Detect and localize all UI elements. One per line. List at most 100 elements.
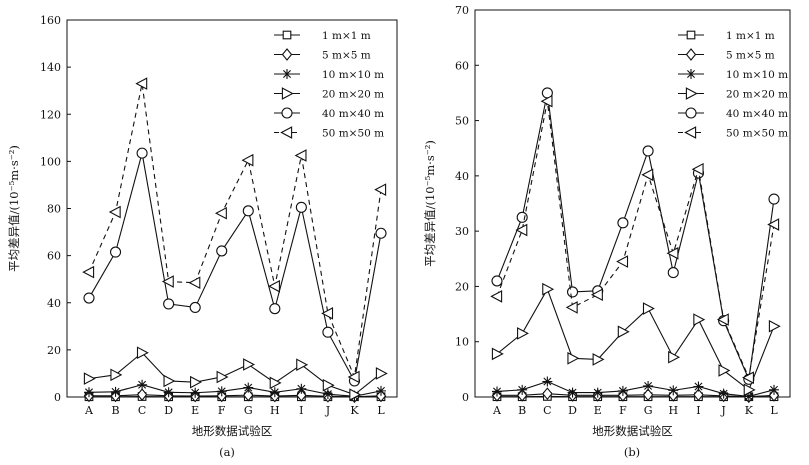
data-point	[323, 389, 333, 399]
data-point	[693, 381, 703, 391]
legend: 1 m×1 m5 m×5 m10 m×10 m20 m×20 m40 m×40 …	[678, 30, 788, 140]
legend: 1 m×1 m5 m×5 m10 m×10 m20 m×20 m40 m×40 …	[274, 30, 384, 140]
x-tick-label: K	[350, 404, 359, 417]
data-point	[643, 381, 653, 391]
x-tick-label: E	[594, 404, 602, 417]
legend-marker	[283, 49, 292, 60]
legend-marker	[686, 108, 696, 118]
data-point	[164, 376, 174, 387]
data-point	[517, 385, 527, 395]
legend-marker	[686, 69, 696, 79]
x-tick-label: A	[492, 404, 502, 417]
x-tick-label: F	[619, 404, 627, 417]
x-tick-label: G	[244, 404, 253, 417]
data-point	[492, 276, 502, 286]
x-tick-label: C	[543, 404, 551, 417]
data-point	[593, 388, 603, 398]
x-tick-label: B	[111, 404, 119, 417]
x-tick-label: K	[745, 404, 754, 417]
y-tick-label: 40	[47, 297, 61, 310]
data-point	[270, 387, 280, 397]
data-point	[643, 146, 653, 156]
panel-caption: (a)	[219, 445, 235, 459]
data-point	[84, 373, 94, 384]
data-point	[243, 155, 253, 166]
x-tick-label: A	[84, 404, 94, 417]
data-point	[769, 194, 779, 204]
legend-marker	[686, 88, 696, 99]
data-point	[164, 299, 174, 309]
data-point	[217, 386, 227, 396]
data-point	[617, 256, 627, 267]
data-point	[323, 380, 333, 391]
data-point	[568, 388, 578, 398]
data-point	[269, 281, 279, 292]
data-point	[296, 150, 306, 161]
legend-label: 5 m×5 m	[322, 50, 371, 62]
data-point	[668, 385, 678, 395]
y-tick-label: 70	[455, 4, 469, 17]
y-tick-label: 0	[462, 391, 469, 404]
data-point	[668, 248, 678, 259]
y-tick-label: 100	[40, 155, 61, 168]
series-triangle-right	[492, 284, 779, 395]
x-tick-label: J	[720, 404, 725, 417]
panel-caption: (b)	[624, 445, 640, 459]
x-tick-label: L	[770, 404, 778, 417]
y-tick-label: 80	[47, 203, 61, 216]
legend-label: 1 m×1 m	[726, 30, 775, 42]
legend-label: 40 m×40 m	[322, 108, 384, 120]
y-tick-label: 20	[47, 344, 61, 357]
data-point	[618, 218, 628, 228]
x-tick-label: C	[138, 404, 146, 417]
data-point	[543, 284, 553, 295]
data-point	[137, 380, 147, 390]
legend-label: 40 m×40 m	[726, 108, 788, 120]
x-tick-label: G	[644, 404, 653, 417]
data-point	[296, 202, 306, 212]
data-point	[217, 372, 227, 383]
data-point	[137, 148, 147, 158]
x-tick-label: I	[299, 404, 303, 417]
data-point	[376, 368, 386, 379]
data-point	[694, 314, 704, 325]
legend-label: 50 m×50 m	[322, 128, 384, 140]
y-tick-label: 50	[455, 115, 469, 128]
data-point	[111, 247, 121, 257]
data-point	[191, 377, 201, 388]
data-point	[243, 383, 253, 393]
legend-marker	[282, 69, 292, 79]
data-point	[217, 246, 227, 256]
y-tick-label: 140	[40, 61, 61, 74]
data-point	[244, 359, 254, 370]
series-triangle-right	[84, 347, 386, 400]
data-point	[517, 212, 527, 222]
data-point	[190, 302, 200, 312]
data-point	[492, 386, 502, 396]
x-tick-label: J	[325, 404, 330, 417]
x-tick-label: F	[218, 404, 226, 417]
legend-label: 10 m×10 m	[726, 69, 788, 81]
legend-marker	[282, 88, 292, 99]
data-point	[518, 328, 528, 339]
data-point	[568, 353, 578, 364]
data-point	[376, 228, 386, 238]
data-point	[643, 303, 653, 314]
data-point	[568, 287, 578, 297]
data-point	[164, 387, 174, 397]
legend-label: 5 m×5 m	[726, 50, 775, 62]
x-tick-label: D	[568, 404, 577, 417]
x-tick-label: L	[377, 404, 385, 417]
y-tick-label: 120	[40, 108, 61, 121]
data-point	[323, 327, 333, 337]
x-tick-label: I	[696, 404, 700, 417]
legend-marker	[687, 49, 696, 60]
data-point	[110, 207, 120, 218]
legend-label: 10 m×10 m	[322, 69, 384, 81]
legend-label: 1 m×1 m	[322, 30, 371, 42]
y-tick-label: 30	[455, 225, 469, 238]
series-triangle-left	[83, 78, 385, 382]
data-point	[84, 293, 94, 303]
